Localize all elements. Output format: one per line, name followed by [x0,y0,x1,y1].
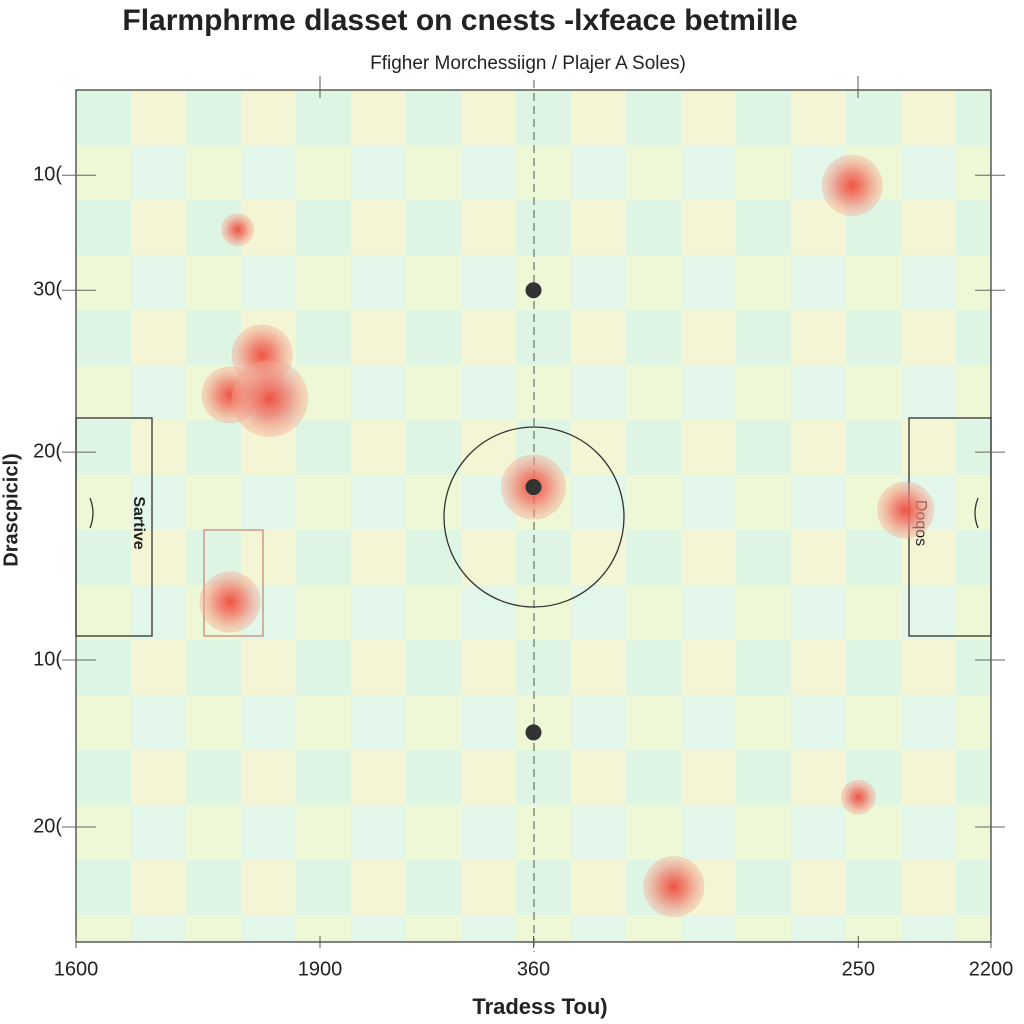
bubble [840,779,876,815]
small-box [203,529,264,637]
goal-arc-left [89,497,94,529]
bubble [221,213,255,247]
x-tick-label: 1600 [54,958,99,980]
goal-arc-right [974,497,979,529]
y-tick-label: 20( [33,815,62,837]
marker [525,724,542,741]
annotation: Sartive [130,496,147,549]
center-circle [443,426,625,608]
marker [525,282,542,299]
y-tick-label: 10( [33,648,62,670]
x-tick-label: 1900 [298,958,343,980]
y-tick-label: 30( [33,279,62,301]
chart-title: Flarmphrme dlasset on cnests -lxfeace be… [122,4,797,37]
bubble [231,359,309,437]
y-tick-label: 10( [33,163,62,185]
bubble [877,481,935,539]
x-tick-label: 250 [842,958,875,980]
y-axis-label: Drascpicicl) [0,453,22,566]
bubble [821,154,883,216]
chart-subtitle: Ffigher Morchessiign / Plajer A Soles) [370,53,686,74]
x-tick-label: 360 [517,958,550,980]
x-axis-label: Tradess Tou) [472,994,607,1019]
penalty-box-left [75,417,153,637]
bubble [643,856,705,918]
y-tick-label: 20( [33,440,62,462]
bubble [199,571,261,633]
marker [525,479,542,496]
x-tick-label: 2200 [969,958,1014,980]
